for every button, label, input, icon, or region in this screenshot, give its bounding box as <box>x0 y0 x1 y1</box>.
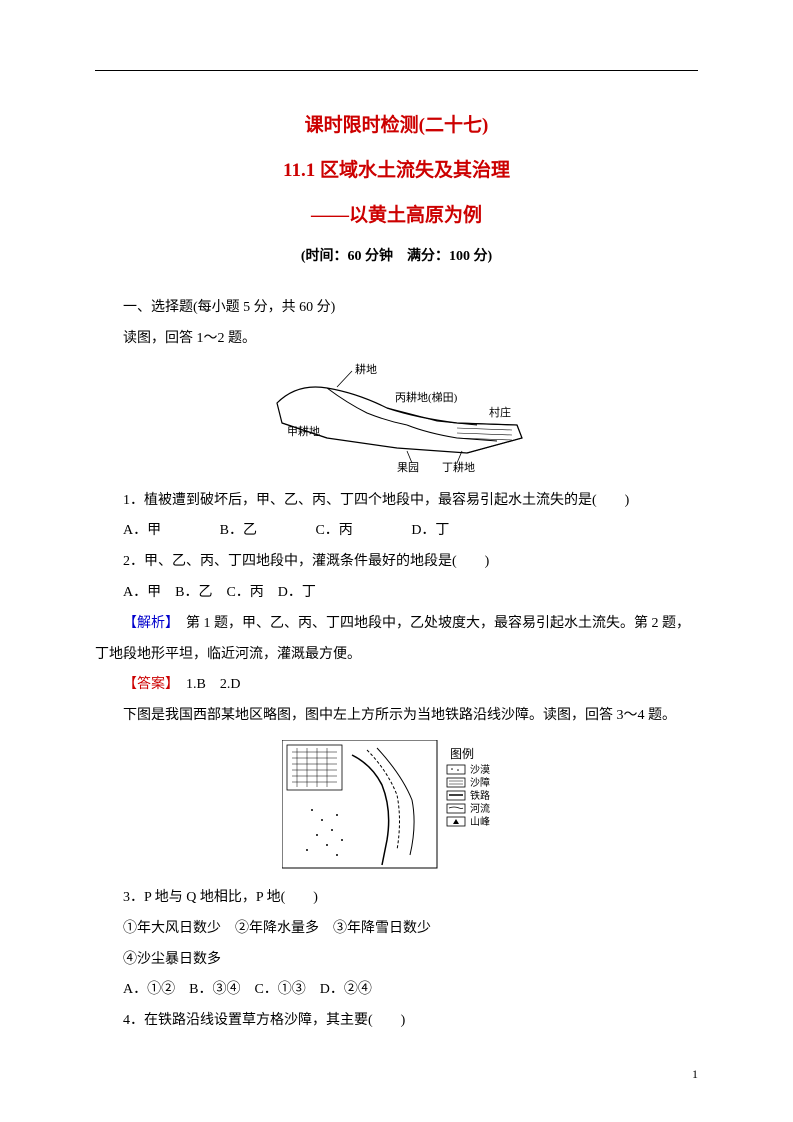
terrain-diagram: 耕地 丙耕地(梯田) 村庄 甲耕地 果园 丁耕地 <box>257 363 537 473</box>
q1-optB: B．乙 <box>220 523 257 538</box>
q3-stem: 3．P 地与 Q 地相比，P 地( ) <box>95 883 698 914</box>
figure-2: 图例 沙漠 沙障 铁路 河流 山峰 <box>95 740 698 875</box>
analysis-text: 第 1 题，甲、乙、丙、丁四地段中，乙处坡度大，最容易引起水土流失。第 2 题，… <box>95 616 690 662</box>
q3-options: A．①② B．③④ C．①③ D．②④ <box>95 975 698 1006</box>
fig1-label-tl: 耕地 <box>355 363 377 376</box>
intro-2: 下图是我国西部某地区略图，图中左上方所示为当地铁路沿线沙障。读图，回答 3～4 … <box>95 701 698 732</box>
top-rule <box>95 70 698 71</box>
fig1-label-right: 村庄 <box>489 405 511 419</box>
analysis-1: 【解析】 第 1 题，甲、乙、丙、丁四地段中，乙处坡度大，最容易引起水土流失。第… <box>95 609 698 671</box>
intro-1: 读图，回答 1～2 题。 <box>95 324 698 355</box>
legend-item-2: 铁路 <box>470 789 490 802</box>
q1-stem: 1．植被遭到破坏后，甲、乙、丙、丁四个地段中，最容易引起水土流失的是( ) <box>95 486 698 517</box>
fig1-label-bl: 果园 <box>397 461 419 473</box>
q1-options: A．甲 B．乙 C．丙 D．丁 <box>95 516 698 547</box>
section-heading: 一、选择题(每小题 5 分，共 60 分) <box>95 293 698 324</box>
answer-text: 1.B 2.D <box>172 677 240 692</box>
fig1-label-br: 丁耕地 <box>442 460 475 473</box>
q2-stem: 2．甲、乙、丙、丁四地段中，灌溉条件最好的地段是( ) <box>95 547 698 578</box>
map-diagram: 图例 沙漠 沙障 铁路 河流 山峰 <box>282 740 512 870</box>
q3-line1: ①年大风日数少 ②年降水量多 ③年降雪日数少 <box>95 914 698 945</box>
analysis-label: 【解析】 <box>123 616 172 631</box>
legend-item-0: 沙漠 <box>470 764 490 776</box>
fig1-label-left: 甲耕地 <box>287 424 320 438</box>
fig1-label-mid: 丙耕地(梯田) <box>395 390 458 404</box>
legend-item-3: 河流 <box>470 802 490 815</box>
q1-optD: D．丁 <box>411 523 449 538</box>
time-info: (时间：60 分钟 满分：100 分) <box>95 245 698 265</box>
q1-optA: A．甲 <box>123 523 161 538</box>
q3-line2: ④沙尘暴日数多 <box>95 945 698 976</box>
q2-options: A．甲 B．乙 C．丙 D．丁 <box>95 578 698 609</box>
q1-optC: C．丙 <box>315 523 352 538</box>
page-number: 1 <box>692 1067 698 1082</box>
legend-item-4: 山峰 <box>470 816 490 828</box>
answer-label: 【答案】 <box>123 677 172 692</box>
figure-1: 耕地 丙耕地(梯田) 村庄 甲耕地 果园 丁耕地 <box>95 363 698 478</box>
legend-title: 图例 <box>450 747 474 761</box>
title-main: 课时限时检测(二十七) <box>95 110 698 137</box>
q4-stem: 4．在铁路沿线设置草方格沙障，其主要( ) <box>95 1006 698 1037</box>
answer-1: 【答案】 1.B 2.D <box>95 670 698 701</box>
title-sub: 11.1 区域水土流失及其治理 <box>95 155 698 182</box>
legend-item-1: 沙障 <box>470 776 490 789</box>
title-sub2: ——以黄土高原为例 <box>95 200 698 227</box>
